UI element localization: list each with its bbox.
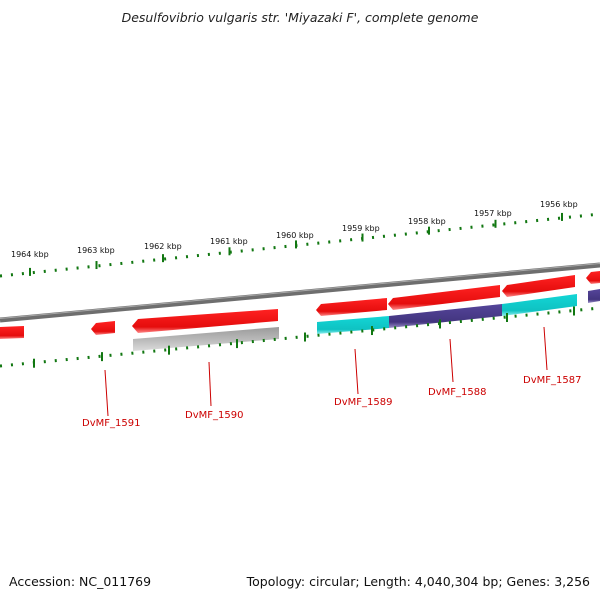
- scale-label: 1956 kbp: [540, 200, 578, 209]
- scale-label: 1961 kbp: [210, 237, 248, 246]
- leader-line: [104, 369, 109, 417]
- lower-scale: [0, 306, 600, 368]
- gene-track: [0, 271, 600, 339]
- scale-label: 1959 kbp: [342, 224, 380, 233]
- upper-scale: 1964 kbp 1963 kbp 1962 kbp 1961 kbp 1960 kbp…: [0, 200, 600, 278]
- cds-bar-DvMF_1590[interactable]: [133, 327, 279, 351]
- lower-scale-ticks: [33, 306, 575, 368]
- scale-labels: 1964 kbp 1963 kbp 1962 kbp 1961 kbp 1960 kbp…: [11, 200, 578, 259]
- genome-summary-text: Topology: circular; Length: 4,040,304 bp…: [246, 574, 590, 589]
- scale-label: 1958 kbp: [408, 217, 446, 226]
- scale-label: 1960 kbp: [276, 231, 314, 240]
- cds-bar[interactable]: [588, 289, 600, 303]
- leader-line: [449, 338, 454, 383]
- gene-label-DvMF_1589[interactable]: DvMF_1589: [334, 397, 392, 408]
- backbone-line: [0, 262, 600, 323]
- gene-arrow-DvMF_1589[interactable]: [316, 298, 387, 316]
- gene-arrow-DvMF_1587[interactable]: [502, 275, 575, 297]
- gene-arrow-DvMF_1590[interactable]: [132, 309, 278, 333]
- gene-label-DvMF_1591[interactable]: DvMF_1591: [82, 418, 140, 429]
- scale-label: 1963 kbp: [77, 246, 115, 255]
- backbone-highlight: [0, 263, 600, 319]
- gene-arrow-DvMF_1591[interactable]: [91, 321, 115, 335]
- map-title: Desulfovibrio vulgaris str. 'Miyazaki F'…: [121, 10, 479, 25]
- scale-label: 1957 kbp: [474, 209, 512, 218]
- accession-text: Accession: NC_011769: [9, 574, 152, 589]
- gene-arrow[interactable]: [586, 271, 600, 284]
- leader-line: [354, 348, 359, 395]
- cds-bar-DvMF_1588[interactable]: [389, 304, 502, 328]
- scale-label: 1964 kbp: [11, 250, 49, 259]
- cds-bar-DvMF_1589[interactable]: [317, 316, 389, 334]
- cds-bar-DvMF_1587[interactable]: [502, 294, 577, 316]
- upper-scale-dots: [0, 212, 600, 278]
- gene-label-DvMF_1588[interactable]: DvMF_1588: [428, 387, 486, 398]
- gene-label-DvMF_1590[interactable]: DvMF_1590: [185, 410, 243, 421]
- gene-arrow[interactable]: [0, 326, 24, 339]
- lower-scale-dots: [0, 306, 600, 368]
- scale-label: 1962 kbp: [144, 242, 182, 251]
- gene-labels: DvMF_1591 DvMF_1590 DvMF_1589 DvMF_1588 …: [82, 326, 581, 429]
- upper-scale-ticks: [29, 212, 563, 276]
- gene-arrow-DvMF_1588[interactable]: [388, 285, 500, 310]
- leader-line: [208, 361, 212, 407]
- gene-label-DvMF_1587[interactable]: DvMF_1587: [523, 375, 581, 386]
- leader-line: [543, 326, 548, 371]
